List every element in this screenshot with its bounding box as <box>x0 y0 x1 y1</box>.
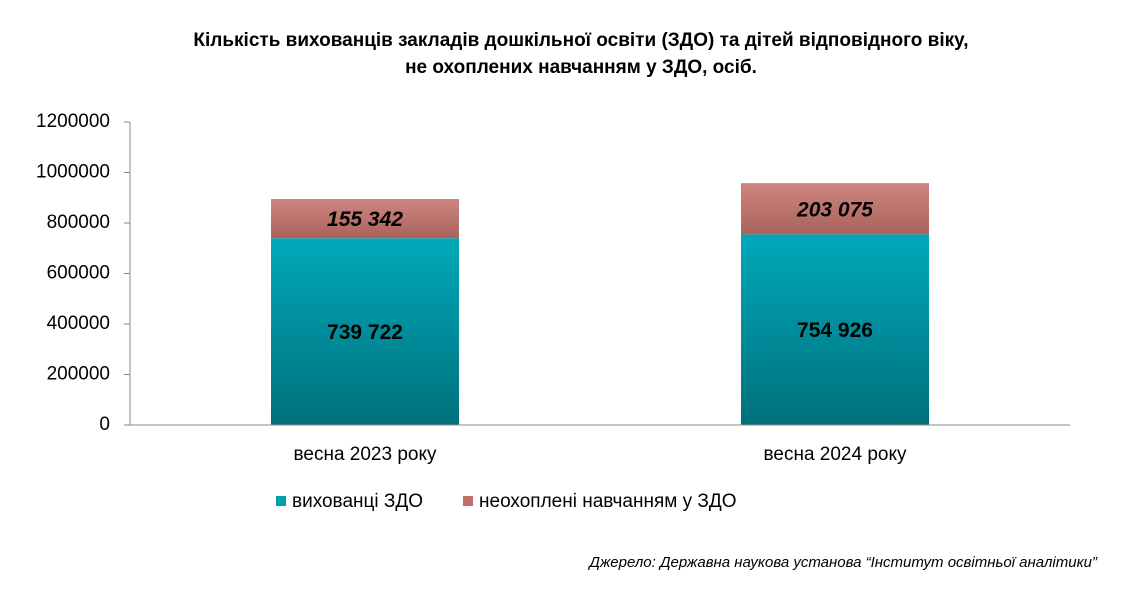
chart-title: Кількість вихованців закладів дошкільної… <box>193 30 968 51</box>
value-label: 203 075 <box>796 198 873 221</box>
y-tick-label: 600000 <box>47 263 110 284</box>
bar-segment <box>271 198 459 239</box>
y-tick-label: 1000000 <box>36 162 110 183</box>
chart-title: не охоплених навчанням у ЗДО, осіб. <box>405 57 757 78</box>
value-label: 739 722 <box>327 321 403 344</box>
legend-swatch <box>276 496 286 506</box>
y-tick-label: 1200000 <box>36 111 110 132</box>
y-tick-label: 0 <box>99 414 110 435</box>
bar-segment <box>271 238 459 425</box>
legend-swatch <box>463 496 474 506</box>
y-tick-label: 200000 <box>47 364 110 385</box>
legend-label: вихованці ЗДО <box>292 491 423 512</box>
bar-segment <box>741 234 929 425</box>
legend-label: неохоплені навчанням у ЗДО <box>479 491 736 512</box>
source-note: Джерело: Державна наукова установа “Інст… <box>587 554 1098 571</box>
x-tick-label: весна 2024 року <box>764 444 907 465</box>
value-label: 754 926 <box>797 319 873 342</box>
y-tick-label: 400000 <box>47 313 110 334</box>
y-tick-label: 800000 <box>47 212 110 233</box>
x-tick-label: весна 2023 року <box>294 444 437 465</box>
bar-segment <box>741 183 929 235</box>
value-label: 155 342 <box>327 208 403 231</box>
